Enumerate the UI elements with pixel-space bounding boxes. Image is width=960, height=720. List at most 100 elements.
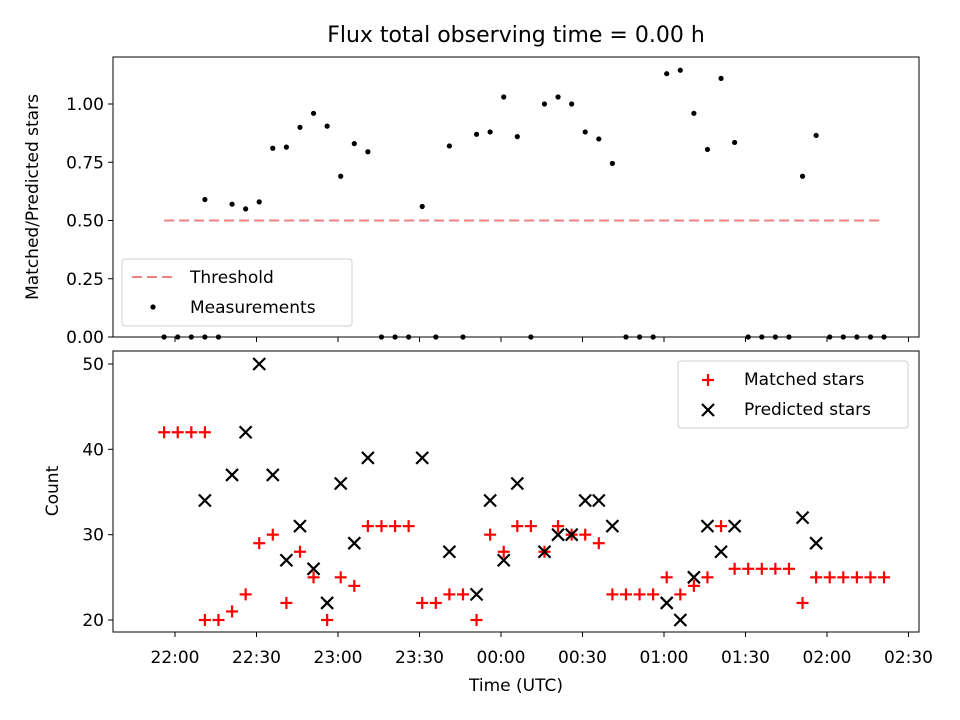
predicted-star-point (225, 468, 239, 482)
matched-star-point (552, 520, 565, 533)
matched-star-point (674, 588, 687, 601)
measurement-point (867, 334, 874, 340)
bottom-axes-frame (112, 350, 920, 633)
predicted-star-point (592, 493, 606, 508)
matched-star-point (837, 571, 850, 584)
measurement-point (365, 149, 371, 155)
measurement-point (270, 145, 276, 151)
matched-star-point (769, 562, 782, 575)
predicted-star-point (605, 519, 620, 533)
measurement-point (161, 334, 167, 340)
predicted-star-point (795, 510, 810, 525)
matched-star-point (864, 571, 877, 584)
bottom-panel: 20 30 40 50 22:00 22:30 23:00 23:30 00:00 00:30 0… (43, 350, 933, 696)
legend-predicted-swatch (701, 403, 715, 417)
measurement-point (745, 334, 751, 340)
predicted-star-point (333, 476, 348, 491)
predicted-star-point (198, 493, 212, 508)
bottom-legend: Matched stars Predicted stars (677, 360, 909, 429)
top-y-axis-label: Matched/Predicted stars (23, 94, 43, 300)
x-tick-label: 02:30 (884, 648, 933, 668)
matched-star-point (579, 528, 592, 541)
x-tick-label: 22:30 (232, 648, 281, 668)
matched-star-point (375, 520, 388, 533)
x-tick-label: 01:30 (721, 648, 770, 668)
predicted-star-point (266, 468, 280, 482)
predicted-star-point (483, 493, 497, 508)
predicted-star-point (659, 596, 674, 610)
matched-star-point (687, 579, 700, 592)
measurement-point (691, 110, 697, 116)
measurement-point (243, 206, 249, 212)
predicted-star-point (687, 570, 701, 585)
bottom-y-ticks: 20 30 40 50 (82, 355, 113, 631)
matched-star-point (484, 528, 497, 541)
matched-star-point (266, 528, 279, 541)
measurement-point (786, 334, 792, 340)
measurement-point (202, 196, 208, 203)
matched-star-point (334, 571, 347, 584)
x-tick-label: 02:00 (803, 648, 852, 668)
measurement-point (759, 334, 765, 340)
matched-star-point (361, 520, 374, 533)
measurement-point (732, 139, 738, 146)
measurement-point (473, 131, 480, 137)
predicted-star-point (238, 425, 253, 440)
predicted-star-point (279, 553, 294, 568)
matched-star-point (185, 426, 198, 439)
bottom-y-tick-label: 50 (82, 355, 104, 375)
measurement-point (460, 334, 466, 340)
predicted-star-point (714, 544, 728, 559)
bottom-legend-box (677, 360, 909, 429)
bottom-y-tick-label: 30 (82, 526, 104, 546)
measurement-point (813, 132, 819, 139)
measurement-point (650, 334, 656, 340)
measurement-point (582, 129, 588, 135)
legend-measurements-swatch (150, 304, 156, 310)
matched-star-point (389, 520, 402, 533)
predicted-star-point (306, 562, 321, 576)
matched-star-point (348, 579, 361, 592)
matched-star-point (823, 571, 836, 584)
measurement-point (528, 334, 534, 340)
matched-star-point (660, 571, 673, 584)
predicted-star-point (510, 476, 525, 491)
matched-star-point (456, 588, 469, 601)
measurement-point (636, 334, 643, 340)
matched-star-point (742, 562, 755, 575)
measurement-point (392, 334, 398, 340)
matched-stars-series (158, 426, 891, 626)
measurement-point (609, 160, 615, 167)
measurement-point (623, 334, 629, 340)
matched-star-point (321, 614, 334, 626)
matched-star-point (715, 520, 728, 533)
matched-star-point (850, 571, 863, 584)
top-y-tick-label: 1.00 (66, 95, 104, 115)
measurements-series (161, 67, 887, 340)
matched-star-point (524, 520, 537, 533)
measurement-point (881, 334, 887, 340)
matched-star-point (253, 537, 266, 550)
matched-star-point (647, 588, 660, 601)
predicted-star-point (700, 519, 715, 533)
matched-star-point (198, 614, 211, 626)
matched-star-point (158, 426, 171, 439)
measurement-point (501, 94, 507, 100)
measurement-point (514, 134, 520, 140)
matched-star-point (280, 596, 293, 609)
matched-star-point (416, 596, 429, 609)
matched-star-point (293, 545, 306, 558)
matched-star-point (796, 596, 809, 609)
matched-star-point (511, 520, 524, 533)
measurement-point (555, 94, 561, 100)
legend-matched-swatch (702, 374, 714, 386)
top-y-ticks: 0.00 0.25 0.50 0.75 1.00 (66, 95, 113, 348)
matched-star-point (782, 562, 795, 575)
predicted-star-point (252, 357, 266, 371)
matched-star-point (171, 426, 184, 439)
measurement-point (310, 110, 317, 116)
legend-predicted-label: Predicted stars (744, 400, 871, 420)
measurement-point (297, 124, 303, 130)
matched-star-point (198, 426, 211, 439)
